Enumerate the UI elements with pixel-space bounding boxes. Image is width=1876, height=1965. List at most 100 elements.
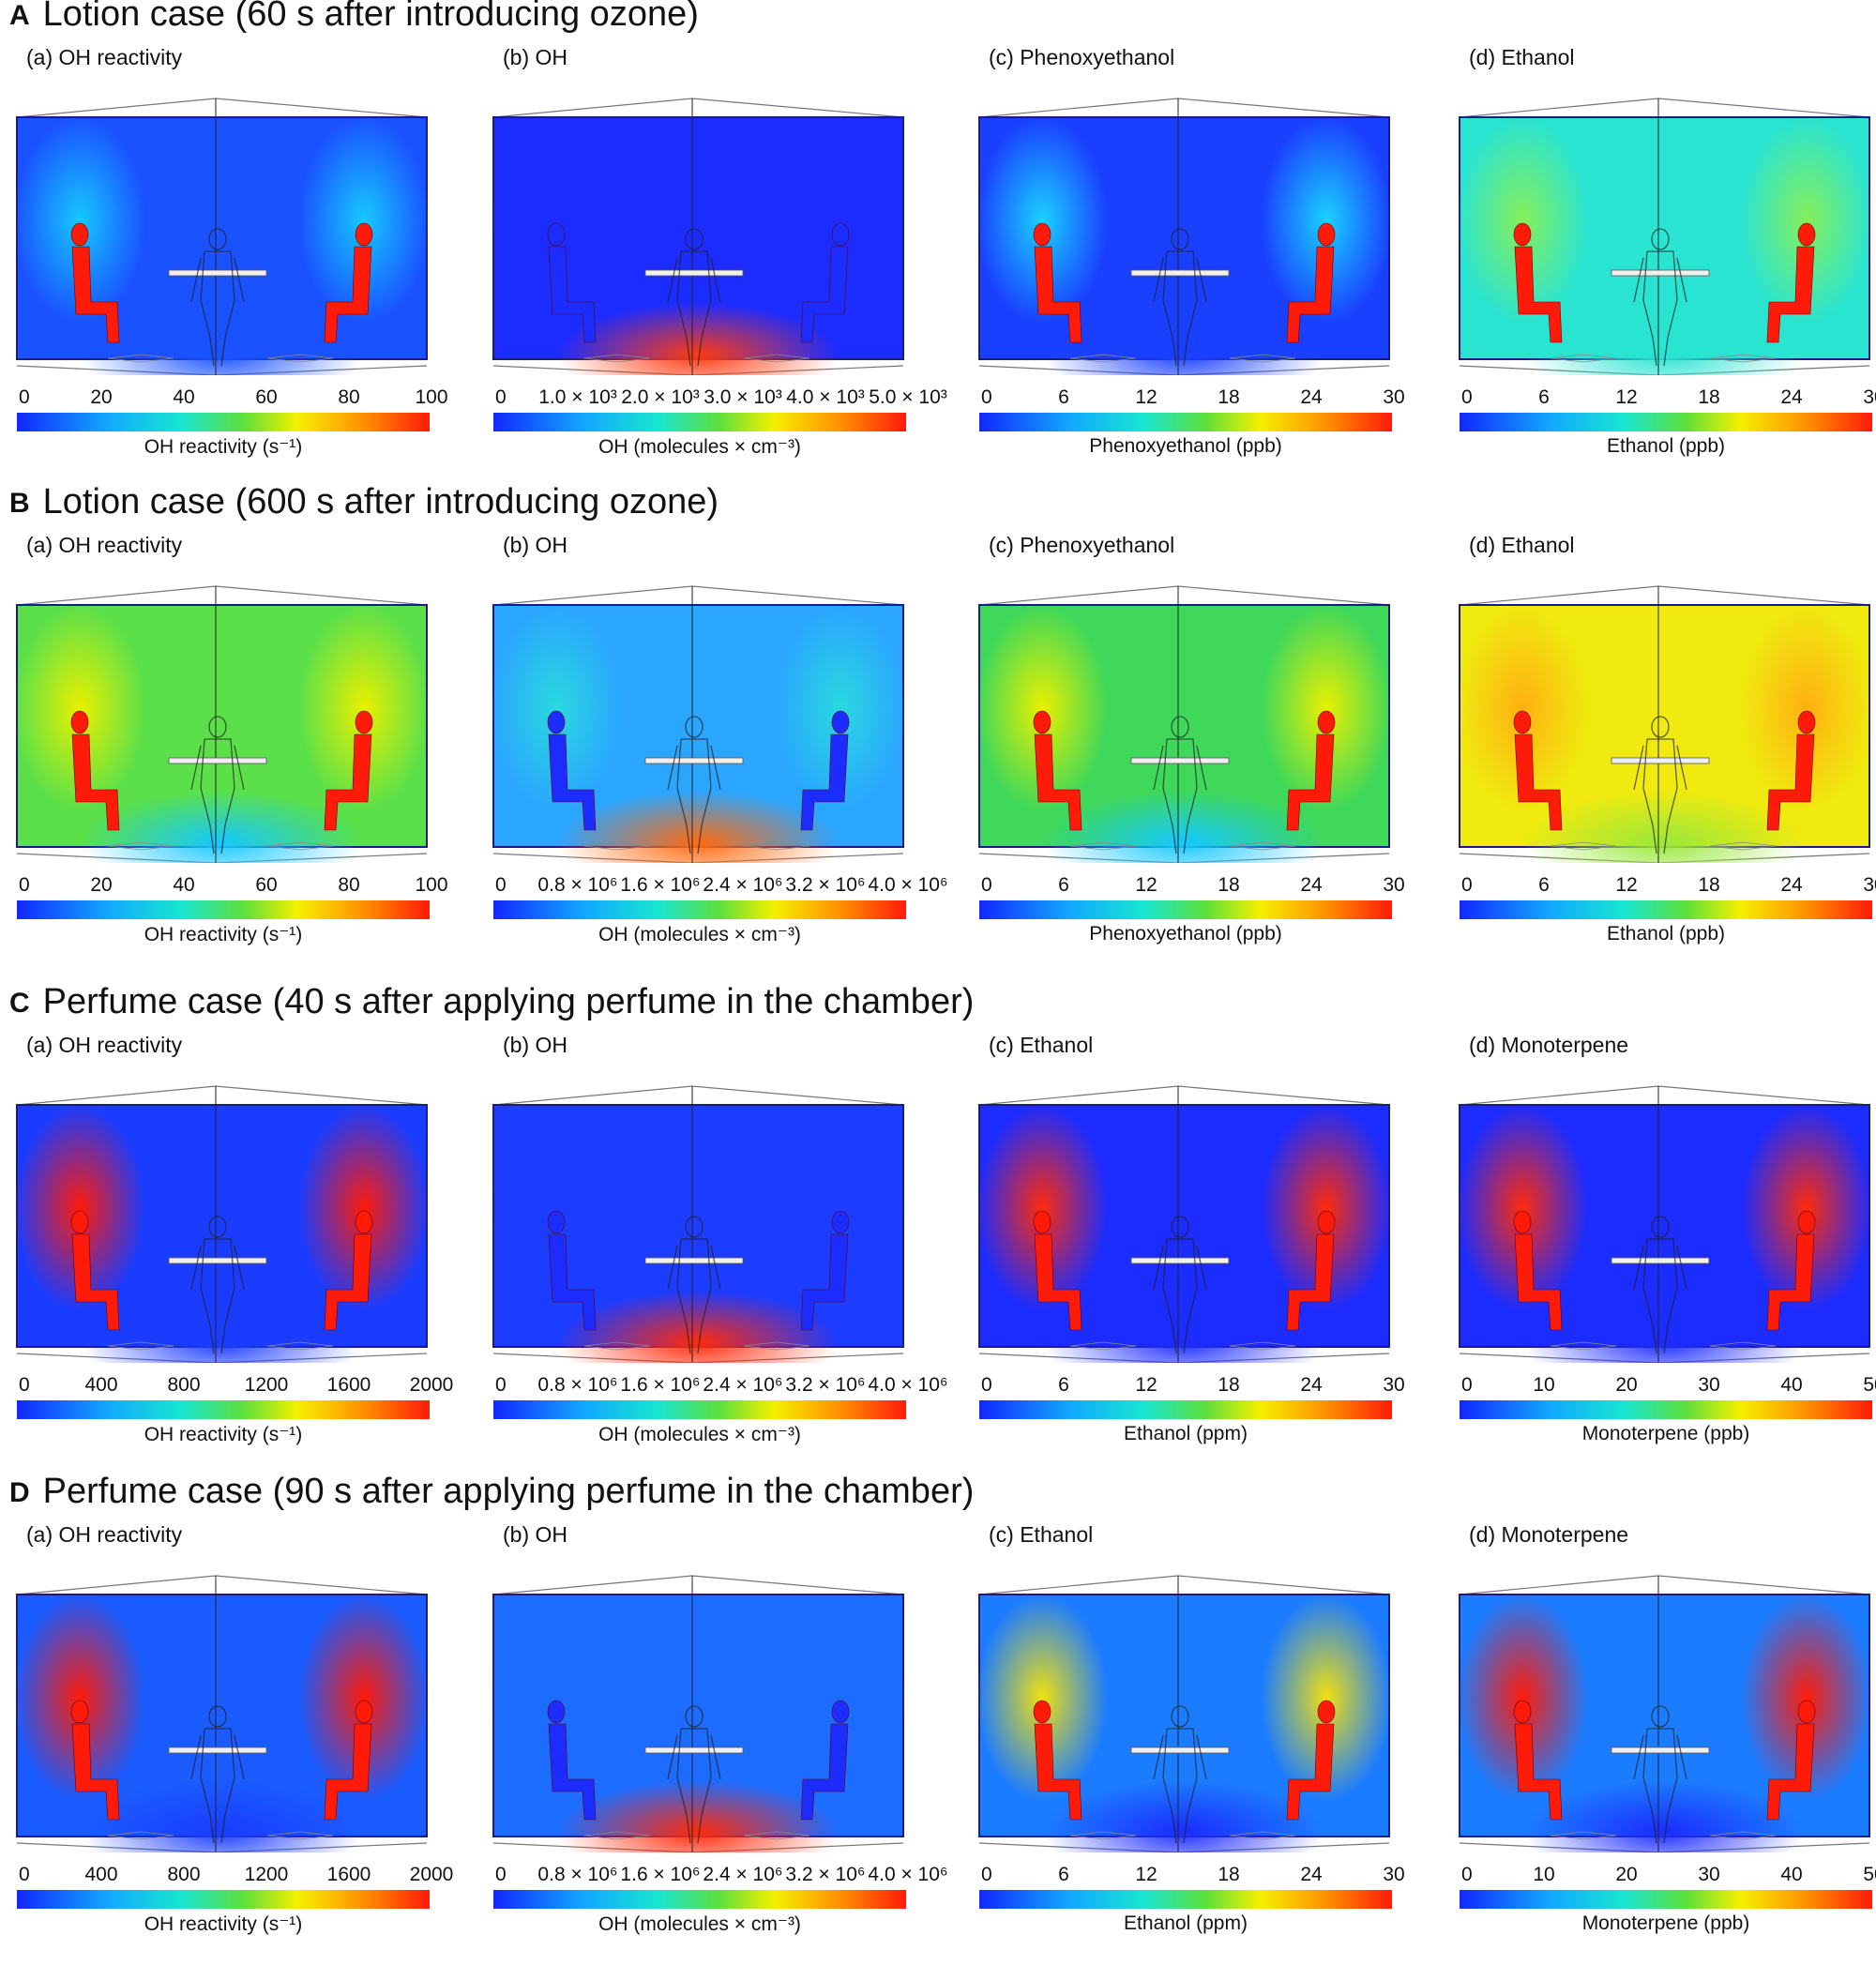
colorbar [1460, 1890, 1872, 1909]
colorbar-tick-label: 5.0 × 10³ [869, 386, 947, 408]
section-title: B Lotion case (600 s after introducing oz… [9, 482, 719, 522]
colorbar [979, 1400, 1392, 1419]
floor-vent-icon [743, 1831, 810, 1840]
colorbar-ticks: 0 0.8 × 10⁶ 1.6 × 10⁶ 2.4 × 10⁶ 3.2 × 10⁶ 4.0… [477, 1864, 948, 1888]
standing-mannequin-icon [1633, 1216, 1687, 1354]
colorbar-ticks: 0 400 800 1200 1600 2000 [0, 1374, 453, 1398]
concentration-floor-glow [81, 303, 362, 375]
colorbar-tick-label: 24 [1300, 874, 1323, 896]
floor-vent-icon [583, 841, 651, 851]
concentration-plume-right [1261, 117, 1392, 324]
concentration-floor-glow [557, 791, 839, 863]
concentration-plume-right [1741, 1595, 1872, 1801]
colorbar-tick-label: 0 [495, 1864, 507, 1885]
colorbar-tick-label: 2000 [409, 1374, 454, 1396]
chamber-frame-top [16, 1575, 428, 1595]
contour-panel: (b) OH 0 0.8 × 10⁶ 1.6 × 10⁶ 2.4 × 10⁶ 3.2 × … [477, 1477, 948, 1946]
concentration-plume-left [14, 605, 145, 811]
panel-title: (d) Ethanol [1469, 533, 1575, 557]
colorbar-tick-label: 1.6 × 10⁶ [620, 1864, 701, 1885]
colorbar-label: Ethanol (ppm) [1124, 1912, 1248, 1934]
colorbar-label: Monoterpene (ppb) [1581, 1423, 1750, 1444]
seated-mannequin-right-icon [800, 222, 850, 343]
section-letter: B [9, 487, 30, 519]
colorbar-tick-label: 0 [495, 1374, 507, 1396]
floor-vent-icon [1069, 841, 1137, 851]
colorbar-tick-label: 0 [495, 874, 507, 896]
colorbar-ticks: 0 20 40 60 80 100 [0, 874, 448, 899]
seated-mannequin-left-icon [70, 710, 120, 831]
chamber-frame-top [16, 1085, 428, 1106]
panel-title: (d) Monoterpene [1469, 1522, 1629, 1547]
seated-mannequin-right-icon [1766, 710, 1816, 831]
figure-section: A Lotion case (60 s after introducing ozo… [0, 0, 1876, 488]
contour-panel: (b) OH 0 0.8 × 10⁶ 1.6 × 10⁶ 2.4 × 10⁶ 3.2 × … [477, 488, 948, 957]
seated-mannequin-right-icon [800, 1700, 850, 1821]
seated-mannequin-right-icon [1766, 1700, 1816, 1821]
colorbar-tick-label: 30 [1383, 874, 1405, 896]
colorbar-tick-label: 0.8 × 10⁶ [537, 1864, 618, 1885]
colorbar-tick-label: 3.2 × 10⁶ [785, 1374, 866, 1396]
floor-vent-icon [583, 1831, 651, 1840]
concentration-plume-right [1261, 605, 1392, 811]
colorbar-tick-label: 0 [19, 1374, 30, 1396]
colorbar-tick-label: 100 [415, 386, 448, 408]
chamber-contour-icon [1457, 1085, 1872, 1363]
floor-vent-icon [1550, 354, 1617, 363]
chamber-contour-icon [1457, 98, 1872, 375]
colorbar-ticks: 0 10 20 30 40 50 [1443, 1374, 1876, 1398]
colorbar-tick-label: 0 [1461, 386, 1473, 408]
colorbar-tick-label: 1200 [244, 1864, 289, 1885]
panel-title: (b) OH [503, 45, 567, 69]
colorbar-tick-label: 100 [415, 874, 448, 896]
colorbar-label: OH reactivity (s⁻¹) [144, 1424, 303, 1445]
colorbar-tick-label: 80 [338, 874, 360, 896]
colorbar-ticks: 0 20 40 60 80 100 [0, 386, 448, 411]
colorbar-tick-label: 24 [1300, 386, 1323, 408]
floor-vent-icon [266, 1341, 334, 1351]
contour-panel: (d) Monoterpene 0 10 20 30 40 50 Monoterpene (p… [1443, 988, 1876, 1457]
concentration-floor-glow [1523, 791, 1805, 863]
colorbar-tick-label: 2.4 × 10⁶ [703, 1374, 783, 1396]
colorbar-label: Phenoxyethanol (ppb) [1089, 435, 1282, 457]
colorbar-tick-label: 20 [90, 386, 113, 408]
panel-title: (b) OH [503, 533, 567, 557]
concentration-plume-left [1457, 605, 1588, 811]
contour-panel: (a) OH reactivity 0 400 800 1200 1600 2000 OH r… [0, 988, 453, 1457]
colorbar [493, 900, 906, 919]
standing-mannequin-icon [667, 1216, 721, 1354]
seated-mannequin-right-icon [800, 1210, 850, 1331]
colorbar-label: OH (molecules × cm⁻³) [598, 436, 801, 458]
colorbar-tick-label: 12 [1615, 386, 1638, 408]
table-icon [1611, 269, 1710, 277]
colorbar-tick-label: 2.4 × 10⁶ [703, 1864, 783, 1885]
colorbar-tick-label: 50 [1863, 1864, 1876, 1885]
colorbar-tick-label: 24 [1300, 1864, 1323, 1885]
seated-mannequin-left-icon [1033, 710, 1082, 831]
colorbar-tick-label: 80 [338, 386, 360, 408]
colorbar-tick-label: 30 [1698, 1374, 1720, 1396]
colorbar-tick-label: 40 [1780, 1374, 1803, 1396]
table-icon [644, 269, 744, 277]
chamber-frame-top [1459, 98, 1870, 118]
colorbar-tick-label: 30 [1383, 1864, 1405, 1885]
concentration-plume-left [491, 1595, 622, 1801]
table-icon [644, 757, 744, 764]
colorbar-label: OH (molecules × cm⁻³) [598, 924, 801, 945]
colorbar-label: OH reactivity (s⁻¹) [144, 1913, 303, 1935]
colorbar-tick-label: 6 [1538, 386, 1550, 408]
colorbar-tick-label: 0 [1461, 1864, 1473, 1885]
floor-vent-icon [266, 1831, 334, 1840]
chamber-contour-icon [1457, 585, 1872, 863]
contour-panel: (c) Phenoxyethanol 0 6 12 18 24 30 Phenoxyethan… [962, 488, 1405, 957]
colorbar-tick-label: 24 [1300, 1374, 1323, 1396]
colorbar-tick-label: 30 [1698, 1864, 1720, 1885]
floor-vent-icon [266, 841, 334, 851]
concentration-floor-glow [1043, 1780, 1324, 1852]
chamber-contour-icon [14, 1085, 430, 1363]
table-icon [1611, 757, 1710, 764]
colorbar-label: OH reactivity (s⁻¹) [144, 924, 303, 945]
figure-section: B Lotion case (600 s after introducing oz… [0, 482, 1876, 975]
floor-vent-icon [1069, 1341, 1137, 1351]
concentration-plume-left [14, 1595, 145, 1801]
